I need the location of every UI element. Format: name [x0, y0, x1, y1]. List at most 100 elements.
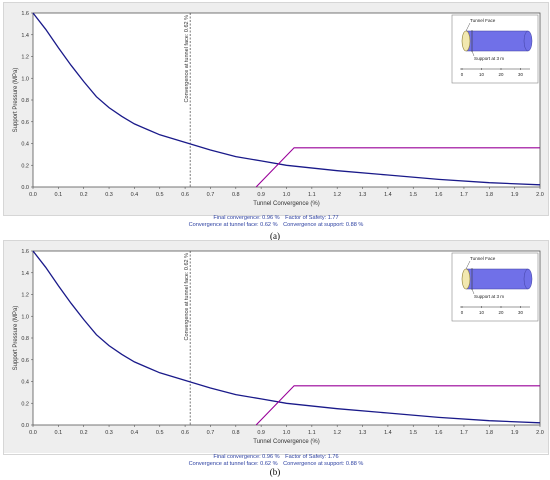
inset-scale-label: 10: [479, 310, 484, 315]
x-tick-label: 1.1: [308, 192, 316, 198]
chart-panel-a: 0.0 0.2 0.4 0.6 0.8 1.0 1.2 1.4 1.6 0.0 0.1 0.2 0.3 0…: [3, 2, 549, 228]
plot-area: 0.0 0.2 0.4 0.6 0.8 1.0 1.2 1.4 1.6 0.0 0.1 0.2 0.3 0…: [4, 3, 548, 215]
y-tick-label: 1.6: [21, 11, 29, 17]
result-summary: Final convergence: 0.96 % Factor of Safe…: [4, 215, 548, 229]
x-tick-label: 0.5: [156, 192, 164, 198]
x-tick-label: 0.4: [131, 192, 139, 198]
final-convergence-text: Final convergence: 0.96 %: [213, 454, 280, 460]
convergence-support-text: Convergence at support: 0.88 %: [283, 461, 364, 468]
final-convergence-text: Final convergence: 0.96 %: [213, 215, 280, 221]
x-tick-label: 0.0: [29, 192, 37, 198]
y-tick-label: 1.0: [21, 76, 29, 82]
x-axis-label: Tunnel Convergence (%): [253, 201, 319, 207]
x-tick-label: 2.0: [536, 192, 544, 198]
inset-label-tunnel-face: Tunnel Face: [470, 256, 496, 261]
x-tick-label: 1.3: [359, 430, 367, 436]
x-tick-label: 1.7: [460, 192, 468, 198]
y-tick-label: 0.0: [21, 423, 29, 429]
inset-scale-label: 30: [518, 310, 523, 315]
x-tick-label: 1.0: [283, 430, 291, 436]
ground-reaction-curve: [32, 12, 541, 186]
x-tick-label: 0.6: [181, 430, 189, 436]
plot-area: 0.0 0.2 0.4 0.6 0.8 1.0 1.2 1.4 1.6 0.0 0.1 0.2 0.3 0…: [4, 241, 548, 453]
x-tick-label: 1.0: [283, 192, 291, 198]
x-tick-label: 0.9: [257, 192, 265, 198]
x-tick-label: 1.9: [511, 192, 519, 198]
y-tick-label: 1.6: [21, 249, 29, 255]
x-tick-label: 0.7: [207, 430, 215, 436]
inset-scale-label: 20: [499, 72, 504, 77]
x-axis-label: Tunnel Convergence (%): [253, 439, 319, 445]
y-tick-label: 0.8: [21, 336, 29, 342]
summary-line-2: Convergence at tunnel face: 0.62 % Conve…: [4, 222, 548, 229]
result-summary: Final convergence: 0.96 % Factor of Safe…: [4, 454, 548, 468]
x-tick-label: 0.5: [156, 430, 164, 436]
y-tick-label: 0.8: [21, 98, 29, 104]
y-axis-label: Support Pressure (MPa): [13, 306, 19, 371]
inset-label-tunnel-face: Tunnel Face: [470, 18, 496, 23]
y-tick-label: 0.4: [21, 142, 29, 148]
factor-of-safety-text: Factor of Safety: 1.76: [285, 454, 339, 460]
x-tick-label: 1.8: [485, 430, 493, 436]
y-tick-label: 1.0: [21, 314, 29, 320]
subfigure-caption-a: (a): [270, 231, 280, 241]
y-tick-label: 1.2: [21, 55, 29, 61]
factor-of-safety-text: Factor of Safety: 1.77: [285, 215, 339, 221]
y-tick-label: 0.2: [21, 163, 29, 169]
inset-label-support: Support at 3 m: [474, 294, 504, 299]
inset-scale-label: 10: [479, 72, 484, 77]
x-tick-label: 1.3: [359, 192, 367, 198]
tunnel-end: [523, 30, 533, 52]
support-reaction-line: [255, 147, 540, 188]
x-tick-label: 1.6: [435, 192, 443, 198]
convergence-support-text: Convergence at support: 0.88 %: [283, 222, 364, 229]
x-tick-label: 0.4: [131, 430, 139, 436]
convergence-face-text: Convergence at tunnel face: 0.62 %: [188, 461, 278, 468]
y-tick-label: 1.4: [21, 271, 29, 277]
inset-scale-label: 20: [499, 310, 504, 315]
ground-reaction-curve: [32, 250, 541, 424]
summary-line-1: Final convergence: 0.96 % Factor of Safe…: [4, 215, 548, 222]
y-tick-label: 1.4: [21, 33, 29, 39]
x-tick-label: 0.2: [80, 192, 88, 198]
x-tick-label: 1.2: [333, 430, 341, 436]
x-tick-label: 1.8: [485, 192, 493, 198]
x-tick-label: 1.2: [333, 192, 341, 198]
label-leader: [471, 288, 475, 295]
support-reaction-line: [255, 385, 540, 426]
inset-scale-label: 0: [461, 310, 464, 315]
x-tick-label: 1.5: [409, 430, 417, 436]
x-tick-label: 1.4: [384, 430, 392, 436]
x-tick-label: 0.8: [232, 192, 240, 198]
chart-svg: 0.0 0.2 0.4 0.6 0.8 1.0 1.2 1.4 1.6 0.0 0.1 0.2 0.3 0…: [13, 11, 544, 207]
x-tick-label: 0.6: [181, 192, 189, 198]
x-tick-label: 1.4: [384, 192, 392, 198]
inset-diagram: Tunnel Face Support at 3 m 0 10 20 30: [451, 252, 539, 322]
x-tick-label: 0.9: [257, 430, 265, 436]
label-leader: [465, 260, 471, 270]
x-tick-label: 1.6: [435, 430, 443, 436]
tunnel-body: [465, 268, 529, 290]
tunnel-face-annotation: Convergence at tunnel face: 0.62 %: [184, 15, 190, 103]
x-tick-label: 0.7: [207, 192, 215, 198]
tunnel-body: [465, 30, 529, 52]
x-tick-label: 0.3: [105, 430, 113, 436]
inset-scale-label: 30: [518, 72, 523, 77]
chart-svg: 0.0 0.2 0.4 0.6 0.8 1.0 1.2 1.4 1.6 0.0 0.1 0.2 0.3 0…: [13, 249, 544, 445]
chart-panel-b: 0.0 0.2 0.4 0.6 0.8 1.0 1.2 1.4 1.6 0.0 0.1 0.2 0.3 0…: [3, 240, 549, 467]
y-tick-label: 0.6: [21, 358, 29, 364]
y-tick-label: 0.4: [21, 380, 29, 386]
y-axis-label: Support Pressure (MPa): [13, 68, 19, 133]
x-tick-label: 2.0: [536, 430, 544, 436]
x-tick-label: 0.8: [232, 430, 240, 436]
summary-line-2: Convergence at tunnel face: 0.62 % Conve…: [4, 461, 548, 468]
label-leader: [471, 50, 475, 57]
y-tick-label: 0.0: [21, 185, 29, 191]
tunnel-face-ellipse: [461, 30, 471, 52]
inset-label-support: Support at 3 m: [474, 56, 504, 61]
tunnel-face-ellipse: [461, 268, 471, 290]
convergence-face-text: Convergence at tunnel face: 0.62 %: [188, 222, 278, 229]
y-tick-label: 1.2: [21, 293, 29, 299]
x-tick-label: 0.3: [105, 192, 113, 198]
x-tick-label: 1.5: [409, 192, 417, 198]
